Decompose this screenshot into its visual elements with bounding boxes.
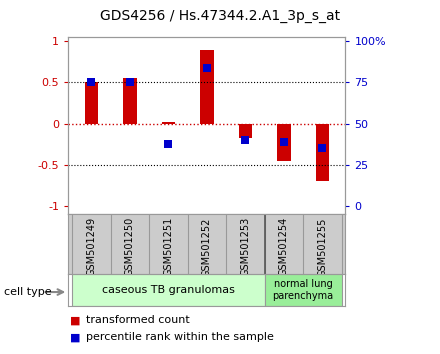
Text: GSM501255: GSM501255 bbox=[317, 217, 327, 276]
Bar bbox=[315, 124, 329, 181]
Point bbox=[319, 145, 326, 151]
Point bbox=[165, 141, 172, 147]
Text: ■: ■ bbox=[70, 332, 81, 342]
Bar bbox=[161, 122, 175, 124]
Bar bbox=[238, 124, 252, 138]
Bar bbox=[84, 82, 98, 124]
Text: GSM501250: GSM501250 bbox=[125, 217, 135, 276]
Text: GSM501252: GSM501252 bbox=[202, 217, 212, 276]
Point bbox=[280, 139, 287, 144]
Bar bbox=[277, 124, 290, 161]
Text: caseous TB granulomas: caseous TB granulomas bbox=[102, 285, 235, 295]
Point bbox=[126, 80, 133, 85]
Text: ■: ■ bbox=[70, 315, 81, 325]
Text: GSM501249: GSM501249 bbox=[86, 217, 96, 276]
Point bbox=[203, 65, 210, 70]
Text: cell type: cell type bbox=[4, 287, 52, 297]
Text: GSM501251: GSM501251 bbox=[163, 217, 173, 276]
Bar bbox=[200, 50, 213, 124]
Text: normal lung
parenchyma: normal lung parenchyma bbox=[272, 279, 334, 301]
Text: transformed count: transformed count bbox=[86, 315, 190, 325]
Bar bbox=[72, 274, 264, 306]
Point bbox=[242, 137, 249, 143]
Text: GDS4256 / Hs.47344.2.A1_3p_s_at: GDS4256 / Hs.47344.2.A1_3p_s_at bbox=[100, 9, 340, 23]
Text: GSM501254: GSM501254 bbox=[279, 217, 289, 276]
Text: GSM501253: GSM501253 bbox=[240, 217, 250, 276]
Bar bbox=[123, 78, 136, 124]
Bar bbox=[264, 274, 341, 306]
Point bbox=[88, 80, 95, 85]
Text: percentile rank within the sample: percentile rank within the sample bbox=[86, 332, 274, 342]
